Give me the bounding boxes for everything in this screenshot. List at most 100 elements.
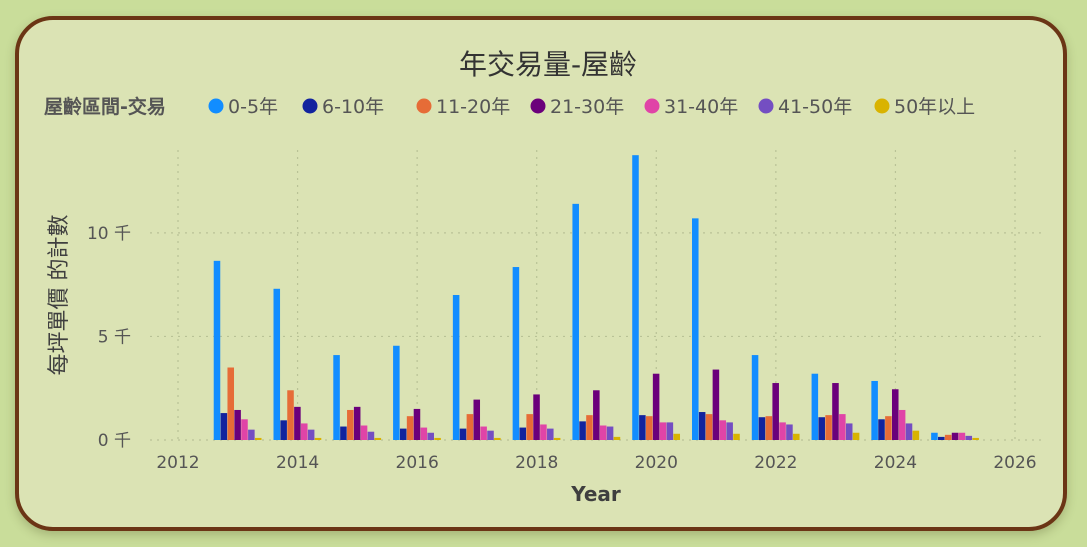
bar	[772, 383, 779, 440]
bar	[666, 422, 674, 440]
bar	[533, 394, 540, 440]
bar	[572, 203, 579, 440]
legend-label: 50年以上	[894, 96, 975, 118]
bar	[599, 425, 607, 440]
bar	[280, 420, 287, 440]
y-tick-label: 10 千	[87, 224, 131, 244]
bar	[639, 415, 646, 440]
bar	[494, 437, 501, 440]
x-axis-title: Year	[570, 482, 621, 506]
legend-label: 21-30年	[550, 96, 624, 118]
bar	[652, 373, 660, 440]
bar	[845, 423, 853, 440]
bar	[452, 295, 460, 440]
bar	[885, 416, 892, 440]
bar	[818, 417, 825, 440]
bar	[765, 416, 773, 440]
x-tick-label: 2014	[276, 453, 319, 473]
x-tick-label: 2026	[993, 453, 1036, 473]
bar	[825, 415, 832, 440]
bar	[273, 288, 281, 440]
bar	[891, 389, 899, 440]
bar	[519, 427, 527, 440]
bar	[586, 415, 593, 440]
bar	[220, 413, 228, 440]
bar	[726, 422, 733, 440]
x-tick-label: 2018	[515, 453, 558, 473]
legend-marker	[874, 98, 890, 114]
bar	[427, 432, 434, 440]
bar	[466, 414, 474, 440]
bar	[871, 380, 878, 440]
bar	[965, 435, 973, 440]
legend-marker	[644, 98, 660, 114]
bar	[645, 416, 653, 440]
bar	[606, 426, 614, 440]
bar	[931, 432, 938, 440]
bar	[393, 345, 400, 440]
chart-title: 年交易量-屋齡	[459, 48, 637, 81]
legend-title: 屋齡區間-交易	[44, 95, 166, 118]
bar	[287, 390, 294, 440]
bar	[434, 437, 441, 440]
bar	[526, 414, 533, 440]
bar	[719, 420, 727, 440]
bar	[786, 424, 793, 440]
x-tick-label: 2024	[874, 453, 917, 473]
bar	[353, 406, 361, 440]
bar	[751, 355, 759, 440]
bar	[912, 430, 920, 440]
bar	[480, 426, 487, 440]
legend-marker	[530, 98, 546, 114]
legend-label: 41-50年	[778, 96, 852, 118]
legend-label: 11-20年	[436, 96, 510, 118]
bar	[632, 155, 639, 440]
bar	[213, 260, 221, 440]
bar	[227, 367, 235, 440]
y-tick-label: 0 千	[98, 431, 131, 451]
bar	[659, 422, 667, 440]
y-axis: 0 千 5 千 10 千	[87, 224, 131, 451]
bar	[333, 355, 340, 440]
y-axis-title: 每坪單價 的計數	[47, 215, 72, 376]
bar	[938, 436, 945, 440]
bar	[540, 424, 547, 440]
bar	[878, 419, 885, 440]
bar	[951, 432, 959, 440]
bar	[673, 433, 681, 440]
bar	[839, 414, 846, 440]
bar	[347, 409, 354, 440]
bar	[698, 412, 706, 440]
bar	[234, 409, 241, 440]
bar	[593, 390, 600, 440]
bar	[958, 432, 966, 440]
legend-label: 31-40年	[664, 96, 738, 118]
bar	[905, 423, 913, 440]
bar	[254, 437, 262, 440]
bar	[733, 433, 740, 440]
bar	[512, 267, 520, 440]
bar	[301, 423, 308, 440]
legend-marker	[758, 98, 774, 114]
bar	[852, 432, 860, 440]
bar	[340, 426, 347, 440]
bar	[406, 416, 414, 440]
x-tick-label: 2012	[156, 453, 199, 473]
x-tick-label: 2022	[754, 453, 797, 473]
x-tick-label: 2016	[396, 453, 439, 473]
bar	[367, 431, 375, 440]
bar	[314, 437, 322, 440]
x-axis: 2012 2014 2016 2018 2020 2022 2024 2026	[156, 453, 1036, 473]
legend-label: 6-10年	[322, 96, 384, 118]
bar	[547, 428, 554, 440]
bar	[705, 414, 713, 440]
bar	[307, 429, 315, 440]
legend-marker	[302, 98, 318, 114]
bar	[758, 417, 766, 440]
bar	[248, 429, 255, 440]
bar	[294, 406, 301, 440]
bar	[613, 436, 621, 440]
bar	[399, 428, 407, 440]
bar	[944, 434, 952, 440]
